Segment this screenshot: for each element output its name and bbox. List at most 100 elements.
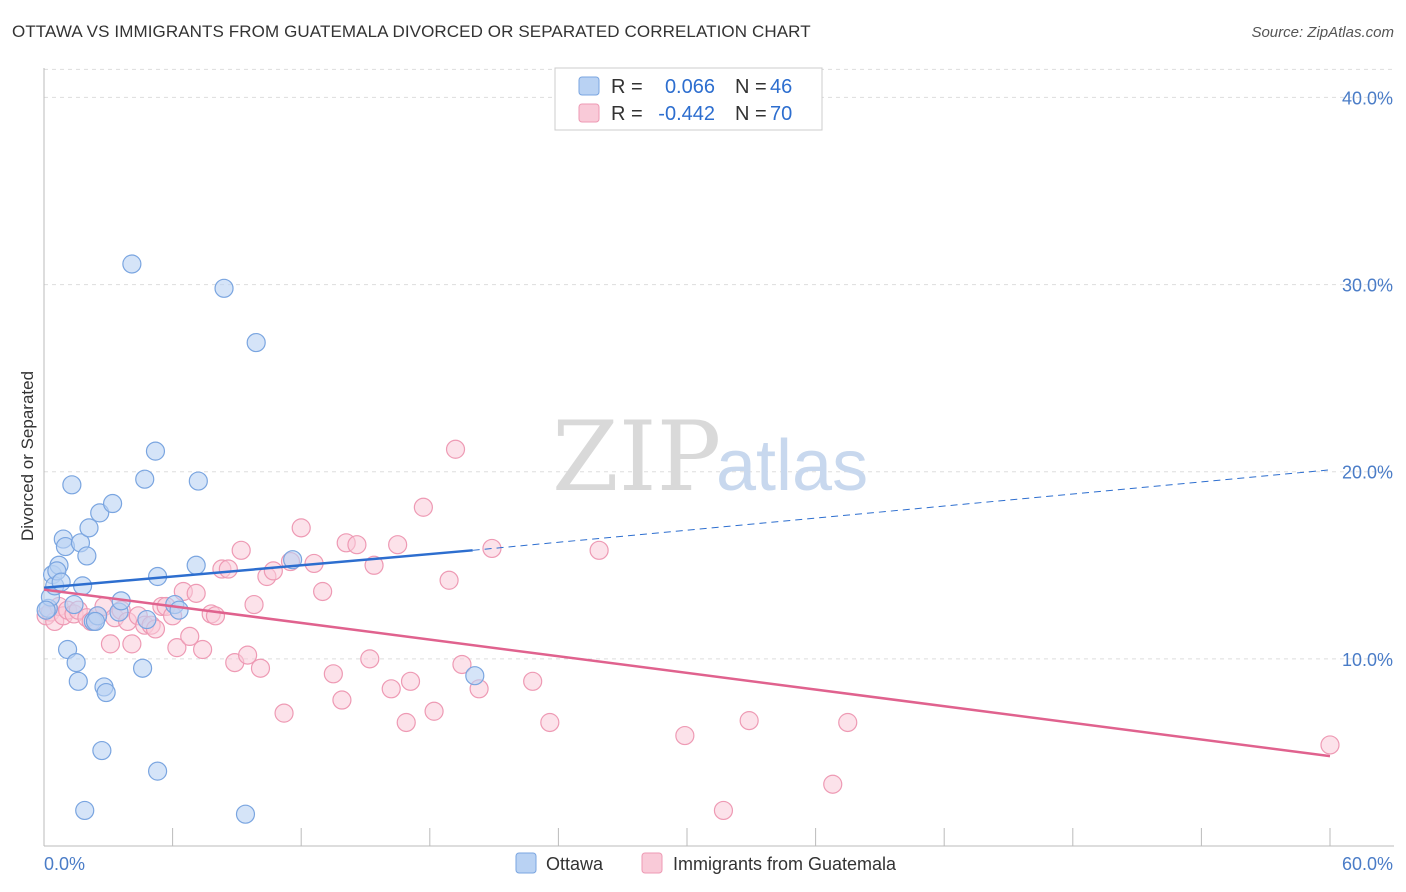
ottawa-trend-line bbox=[43, 549, 473, 589]
ottawa-point bbox=[68, 671, 88, 691]
ottawa-point bbox=[135, 469, 155, 489]
guatemala-point bbox=[589, 540, 609, 560]
legend-n-label: N = bbox=[735, 76, 767, 98]
guatemala-point bbox=[540, 712, 560, 733]
legend-r-label: R = bbox=[611, 103, 643, 125]
guatemala-point bbox=[360, 649, 380, 669]
ottawa-point bbox=[90, 503, 110, 523]
guatemala-point bbox=[180, 626, 200, 647]
ottawa-point bbox=[169, 600, 189, 620]
guatemala-point bbox=[413, 497, 433, 517]
legend-n-value-guatemala: 70 bbox=[770, 103, 792, 125]
guatemala-trend-line bbox=[43, 588, 1331, 758]
guatemala-point bbox=[291, 518, 311, 538]
ottawa-points bbox=[36, 254, 485, 824]
guatemala-point bbox=[739, 711, 759, 731]
y-tick-label: 30.0% bbox=[1342, 276, 1393, 296]
axes bbox=[43, 68, 1394, 847]
guatemala-point bbox=[838, 712, 858, 733]
trend-lines bbox=[43, 469, 1331, 758]
guatemala-point bbox=[274, 703, 294, 723]
watermark-atlas: atlas bbox=[716, 426, 868, 506]
guatemala-point bbox=[400, 671, 421, 691]
guatemala-point bbox=[381, 679, 401, 699]
guatemala-point bbox=[675, 725, 695, 746]
guatemala-point bbox=[424, 701, 444, 721]
ottawa-point bbox=[235, 804, 256, 824]
ottawa-point bbox=[465, 666, 485, 686]
guatemala-point bbox=[100, 634, 121, 654]
ottawa-point bbox=[75, 800, 95, 821]
ottawa-point bbox=[66, 652, 86, 673]
ottawa-point bbox=[62, 475, 82, 495]
guatemala-point bbox=[244, 594, 264, 615]
legend-box bbox=[554, 67, 823, 131]
series-label-ottawa: Ottawa bbox=[546, 854, 604, 874]
legend-swatch-ottawa bbox=[578, 76, 600, 96]
legend-r-value-guatemala: -0.442 bbox=[658, 103, 715, 125]
y-tick-label: 40.0% bbox=[1342, 88, 1393, 108]
guatemala-point bbox=[332, 690, 352, 710]
guatemala-point bbox=[452, 654, 472, 675]
legend-swatch-guatemala bbox=[578, 103, 600, 123]
guatemala-point bbox=[323, 664, 343, 684]
series-swatch-guatemala bbox=[641, 852, 663, 874]
correlation-legend: R = 0.066 N = 46 R = -0.442 N = 70 bbox=[554, 67, 823, 131]
ottawa-point bbox=[36, 600, 56, 620]
guatemala-point bbox=[231, 540, 251, 560]
ottawa-point bbox=[188, 471, 208, 491]
y-tick-label: 10.0% bbox=[1342, 650, 1393, 670]
guatemala-point bbox=[1320, 735, 1340, 755]
guatemala-point bbox=[193, 639, 213, 660]
ottawa-point bbox=[85, 611, 106, 632]
ottawa-point bbox=[186, 555, 206, 575]
guatemala-point bbox=[482, 538, 502, 559]
guatemala-point bbox=[238, 645, 258, 665]
guatemala-point bbox=[122, 634, 142, 654]
ottawa-point bbox=[122, 254, 142, 274]
ottawa-point bbox=[214, 278, 234, 298]
guatemala-point bbox=[439, 570, 459, 590]
y-tick-label: 20.0% bbox=[1342, 463, 1393, 483]
ottawa-point bbox=[64, 594, 84, 615]
ottawa-point bbox=[96, 682, 116, 703]
ottawa-point bbox=[147, 761, 168, 781]
guatemala-point bbox=[313, 581, 333, 602]
guatemala-point bbox=[823, 774, 843, 794]
guatemala-point bbox=[263, 561, 283, 581]
ottawa-point bbox=[246, 332, 266, 353]
legend-r-label: R = bbox=[611, 76, 643, 98]
ottawa-point bbox=[283, 550, 303, 570]
guatemala-point bbox=[205, 606, 226, 626]
chart-title: OTTAWA VS IMMIGRANTS FROM GUATEMALA DIVO… bbox=[12, 22, 811, 41]
guatemala-point bbox=[364, 555, 384, 575]
x-ticks bbox=[172, 828, 1331, 846]
guatemala-point bbox=[396, 712, 416, 733]
source-label: Source: ZipAtlas.com bbox=[1251, 24, 1394, 41]
ottawa-point bbox=[137, 609, 157, 630]
ottawa-point bbox=[79, 518, 99, 538]
guatemala-point bbox=[388, 535, 408, 555]
ottawa-point bbox=[145, 441, 166, 461]
guatemala-point bbox=[347, 535, 367, 555]
guatemala-point bbox=[445, 439, 466, 459]
y-tick-labels: 10.0% 20.0% 30.0% 40.0% bbox=[1342, 88, 1393, 669]
guatemala-point bbox=[250, 658, 271, 678]
ottawa-point bbox=[51, 572, 71, 592]
guatemala-point bbox=[523, 671, 543, 691]
ottawa-point bbox=[102, 493, 123, 514]
guatemala-point bbox=[167, 638, 187, 658]
series-swatch-ottawa bbox=[515, 852, 537, 874]
legend-n-label: N = bbox=[735, 103, 767, 125]
legend-n-value-ottawa: 46 bbox=[770, 76, 792, 98]
legend-r-value-ottawa: 0.066 bbox=[665, 76, 715, 98]
guatemala-point bbox=[218, 559, 238, 579]
series-label-guatemala: Immigrants from Guatemala bbox=[673, 854, 897, 874]
x-tick-label-max: 60.0% bbox=[1342, 854, 1393, 874]
ottawa-point bbox=[92, 740, 112, 761]
x-tick-label-min: 0.0% bbox=[44, 854, 85, 874]
watermark-zip: ZIP bbox=[552, 401, 721, 513]
series-legend: Ottawa Immigrants from Guatemala bbox=[515, 852, 897, 874]
watermark: ZIP atlas bbox=[552, 401, 868, 513]
